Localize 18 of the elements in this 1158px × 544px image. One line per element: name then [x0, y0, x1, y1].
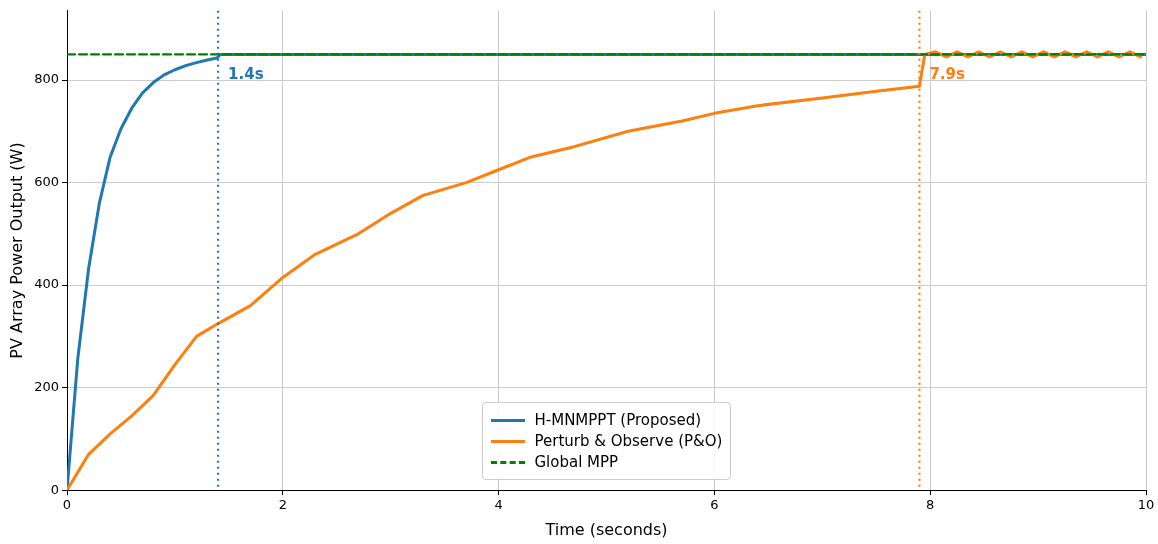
x-tick-label: 4 [494, 497, 503, 513]
legend-label: Global MPP [534, 453, 619, 472]
ref-line-label: 7.9s [929, 65, 965, 84]
y-tick-label: 0 [50, 481, 60, 497]
legend-label: Perturb & Observe (P&O) [534, 432, 723, 451]
y-tick-label: 400 [34, 276, 60, 292]
x-tick-label: 8 [926, 497, 935, 513]
y-tick-label: 800 [34, 71, 60, 87]
x-tick-label: 0 [62, 497, 72, 513]
ref-line-label: 1.4s [228, 65, 264, 84]
x-tick-label: 2 [278, 497, 287, 513]
x-axis-title: Time (seconds) [544, 519, 668, 539]
x-tick-label: 10 [1137, 497, 1155, 513]
y-axis-title: PV Array Power Output (W) [6, 142, 26, 359]
y-tick-label: 600 [34, 173, 60, 189]
legend-label: H-MNMPPT (Proposed) [534, 411, 702, 430]
x-tick-label: 6 [710, 497, 719, 513]
y-tick-label: 200 [34, 379, 60, 395]
